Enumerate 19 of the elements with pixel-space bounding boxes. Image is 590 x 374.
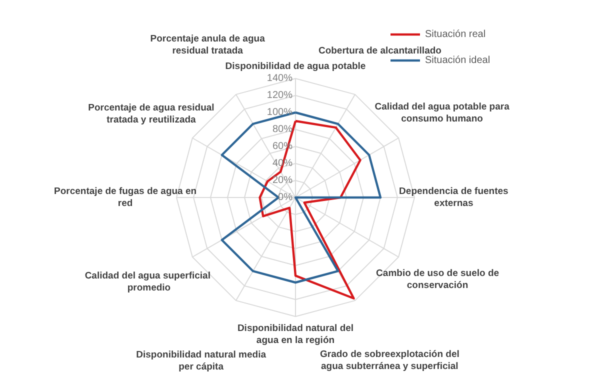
- y-tick-label: 100%: [266, 107, 293, 118]
- spoke-label: Dependencia de fuentes externas: [399, 186, 508, 210]
- spoke-label: Calidad del agua superficial promedio: [84, 270, 210, 294]
- legend-label: Situación ideal: [425, 54, 490, 66]
- spoke-label: Calidad del agua potable para consumo humano: [374, 101, 510, 124]
- spoke-label: Porcentaje de fugas de agua en red: [54, 186, 197, 210]
- y-tick-label: 140%: [266, 73, 293, 84]
- spoke-label: Cobertura de alcantarillado: [318, 46, 442, 57]
- legend-label: Situación real: [425, 28, 486, 40]
- y-tick-label: 120%: [266, 90, 293, 101]
- spoke-label: Disponibilidad natural media per cápita: [136, 350, 267, 373]
- spoke-label: Disponibilidad natural del agua en la región: [237, 322, 354, 346]
- spoke-label: Cambio de uso de suelo de conservación: [376, 268, 500, 292]
- spoke-label: Disponibilidad de agua potable: [225, 61, 366, 72]
- spoke-label: Porcentaje anula de agua residual tratada: [150, 34, 266, 57]
- y-tick-label: 20%: [272, 175, 293, 186]
- spoke-label: Grado de sobreexplotación del agua subterránea y superficial: [320, 349, 460, 372]
- y-tick-label: 0%: [278, 192, 293, 203]
- spoke-label: Porcentaje de agua residual tratada y reutilizada: [88, 102, 214, 126]
